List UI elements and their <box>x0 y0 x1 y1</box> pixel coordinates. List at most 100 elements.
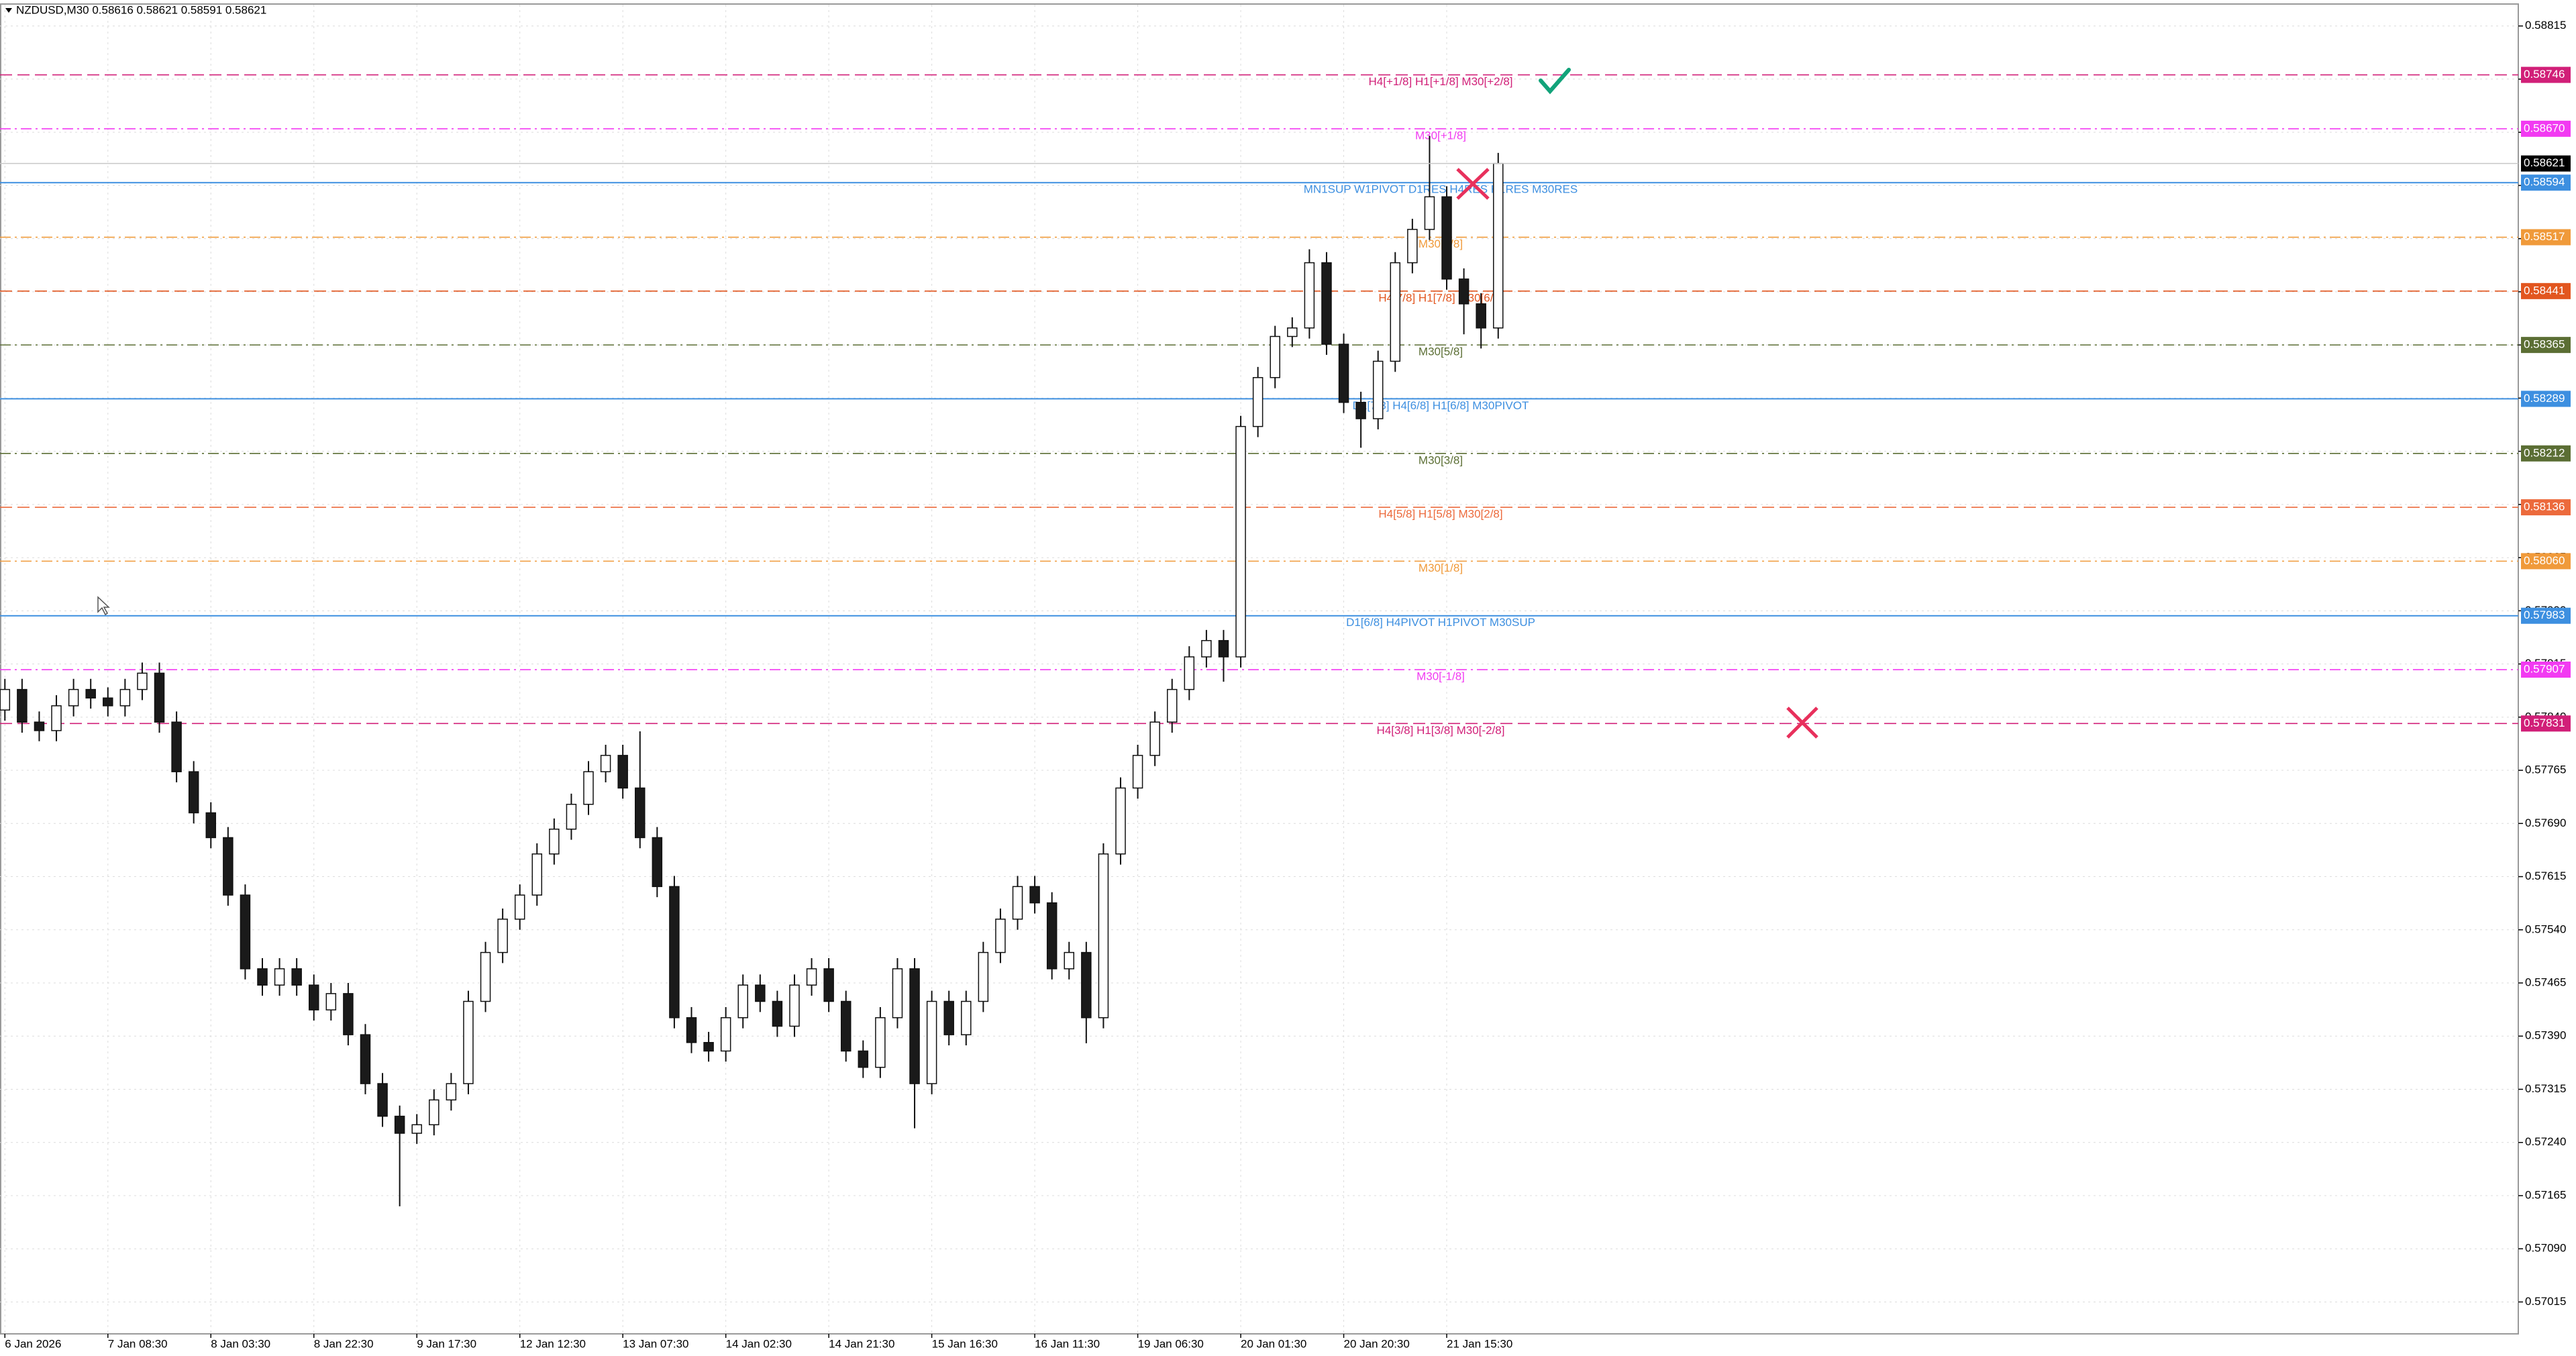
candle-body <box>858 1050 869 1068</box>
candle-body <box>1218 639 1229 658</box>
level-label: M30[7/8] <box>1419 238 1463 250</box>
level-price-tag <box>2521 553 2571 570</box>
candle-body <box>343 993 354 1035</box>
level-label: M30[+1/8] <box>1415 129 1466 142</box>
level-price-label: 0.57831 <box>2524 717 2565 729</box>
candle-body <box>1476 303 1486 329</box>
candle-body <box>119 688 131 707</box>
candle-body <box>68 688 79 707</box>
y-tick-label: 0.58815 <box>2525 19 2566 32</box>
x-tick-label: 9 Jan 17:30 <box>417 1337 476 1350</box>
candle-body <box>154 672 165 723</box>
candle-body <box>703 1042 714 1052</box>
level-price-tag <box>2521 229 2571 246</box>
candle-body <box>257 968 268 986</box>
candle-body <box>995 919 1006 953</box>
x-tick-label: 7 Jan 08:30 <box>108 1337 168 1350</box>
x-tick-label: 20 Jan 20:30 <box>1344 1337 1410 1350</box>
candle-body <box>1252 376 1264 427</box>
level-price-label: 0.57983 <box>2524 609 2565 621</box>
candle-body <box>1166 688 1178 723</box>
level-price-label: 0.58517 <box>2524 230 2565 243</box>
level-price-label: 0.58670 <box>2524 121 2565 134</box>
level-label: M30[5/8] <box>1419 346 1463 358</box>
candle-body <box>34 721 45 731</box>
candle-body <box>926 1000 937 1084</box>
candle-body <box>1493 162 1504 329</box>
candle-body <box>978 951 989 1002</box>
y-tick-label: 0.57615 <box>2525 870 2566 882</box>
x-tick-label: 16 Jan 11:30 <box>1035 1337 1100 1350</box>
level-label: H4[5/8] H1[5/8] M30[2/8] <box>1378 508 1502 521</box>
candle-body <box>1338 344 1349 403</box>
level-price-tag <box>2521 607 2571 624</box>
candle-body <box>429 1099 440 1126</box>
candle-body <box>17 688 28 723</box>
level-price-label: 0.58060 <box>2524 554 2565 567</box>
level-price-label: 0.57907 <box>2524 663 2565 676</box>
candle-body <box>961 1000 972 1035</box>
candle-body <box>137 672 148 690</box>
candle-body <box>1458 278 1470 305</box>
x-tick-label: 6 Jan 2026 <box>5 1337 61 1350</box>
y-tick-label: 0.57240 <box>2525 1135 2566 1148</box>
candle-body <box>1201 639 1212 658</box>
candle-body <box>1012 886 1023 920</box>
y-tick-label: 0.57465 <box>2525 976 2566 989</box>
candle-body <box>446 1083 457 1101</box>
level-price-tag <box>2521 120 2571 137</box>
x-tick-label: 12 Jan 12:30 <box>520 1337 586 1350</box>
level-price-label: 0.58441 <box>2524 284 2565 297</box>
candle-body <box>909 968 920 1084</box>
candle-body <box>840 1000 852 1052</box>
level-label: D1[7/8] H4[6/8] H1[6/8] M30PIVOT <box>1353 399 1529 412</box>
level-label: H4[3/8] H1[3/8] M30[-2/8] <box>1377 724 1505 737</box>
y-tick-label: 0.57090 <box>2525 1242 2566 1255</box>
y-tick-label: 0.57690 <box>2525 817 2566 829</box>
candle-body <box>360 1034 371 1084</box>
mouse-cursor <box>97 596 110 616</box>
x-tick-label: 14 Jan 21:30 <box>829 1337 894 1350</box>
candle-body <box>1407 229 1418 264</box>
x-tick-label: 15 Jan 16:30 <box>932 1337 998 1350</box>
candle-body <box>1029 886 1040 904</box>
candle-body <box>1304 262 1315 329</box>
level-price-label: 0.58289 <box>2524 392 2565 405</box>
symbol-menu[interactable] <box>5 8 12 13</box>
x-tick-label: 20 Jan 01:30 <box>1241 1337 1306 1350</box>
candle-body <box>652 837 663 888</box>
marks: 0.588150.587400.586650.585900.585150.584… <box>0 5 2571 1350</box>
candle-body <box>772 1000 783 1027</box>
cross-icon <box>1456 168 1490 200</box>
check-icon <box>1539 68 1571 95</box>
y-tick-label: 0.57540 <box>2525 923 2566 935</box>
x-tick-label: 14 Jan 02:30 <box>726 1337 792 1350</box>
candle-body <box>411 1124 422 1134</box>
candle-body <box>669 886 680 1019</box>
x-tick-label: 19 Jan 06:30 <box>1138 1337 1204 1350</box>
level-label: H4[7/8] H1[7/8] M30[6/8] <box>1378 291 1502 304</box>
candle-body <box>188 771 199 814</box>
candle-body <box>1184 656 1195 690</box>
candle-body <box>514 894 525 920</box>
level-price-label: 0.58365 <box>2524 338 2565 351</box>
x-tick-label: 8 Jan 22:30 <box>314 1337 374 1350</box>
level-price-label: 0.58746 <box>2524 68 2565 81</box>
candle-body <box>600 755 611 772</box>
candle-body <box>755 984 766 1002</box>
candle-body <box>463 1000 474 1084</box>
level-label: D1[6/8] H4PIVOT H1PIVOT M30SUP <box>1346 616 1535 629</box>
candle-body <box>1081 951 1092 1019</box>
candle-body <box>171 721 182 772</box>
current-price-tag <box>2521 155 2571 172</box>
candle-body <box>1149 721 1160 756</box>
candle-body <box>1390 262 1401 362</box>
candle-body <box>789 984 800 1027</box>
candle-body <box>1115 787 1126 855</box>
candle-body <box>566 804 577 830</box>
level-price-tag <box>2521 445 2571 462</box>
candle-body <box>1132 755 1143 789</box>
